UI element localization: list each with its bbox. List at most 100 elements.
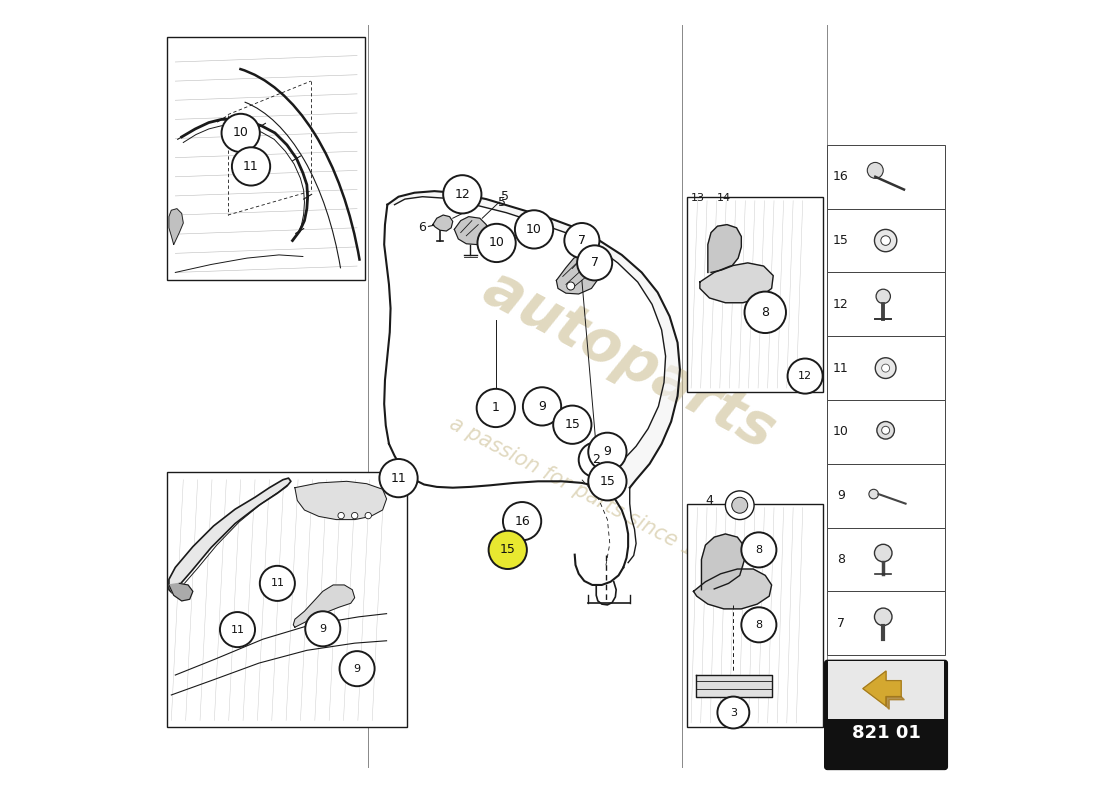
Text: a passion for parts since 1985: a passion for parts since 1985 [447,413,734,578]
Text: 9: 9 [604,446,612,458]
Text: 15: 15 [564,418,581,431]
Circle shape [338,513,344,518]
Text: 11: 11 [271,578,284,588]
Text: 4: 4 [705,494,714,507]
Circle shape [877,422,894,439]
Polygon shape [557,254,601,294]
Polygon shape [708,225,741,273]
Circle shape [788,358,823,394]
FancyBboxPatch shape [828,662,944,719]
Text: 9: 9 [538,400,546,413]
Text: 11: 11 [833,362,849,374]
Circle shape [874,230,896,252]
Text: 11: 11 [390,472,406,485]
Circle shape [881,236,890,246]
Circle shape [553,406,592,444]
Circle shape [503,502,541,540]
Circle shape [725,491,755,519]
Polygon shape [693,569,771,609]
FancyBboxPatch shape [827,336,945,400]
Polygon shape [432,215,453,231]
Text: 16: 16 [514,514,530,528]
Text: 10: 10 [526,223,542,236]
Circle shape [352,513,358,518]
Circle shape [717,697,749,729]
Text: 10: 10 [833,426,849,438]
Circle shape [579,442,614,478]
Text: 14: 14 [717,193,730,202]
Text: 11: 11 [243,160,258,173]
FancyBboxPatch shape [827,400,945,464]
FancyBboxPatch shape [688,197,823,392]
Polygon shape [169,209,184,245]
Text: 6: 6 [418,221,426,234]
Circle shape [566,282,574,290]
Circle shape [578,246,613,281]
Circle shape [745,291,786,333]
Text: 10: 10 [233,126,249,139]
Circle shape [869,490,879,499]
Polygon shape [700,263,773,302]
Text: 9: 9 [319,624,327,634]
Polygon shape [169,478,290,593]
Circle shape [443,175,482,214]
Text: 8: 8 [837,553,845,566]
Circle shape [522,218,546,241]
Circle shape [477,224,516,262]
Circle shape [365,513,372,518]
Circle shape [741,607,777,642]
Circle shape [874,608,892,626]
Circle shape [220,612,255,647]
Circle shape [306,611,340,646]
FancyBboxPatch shape [827,145,945,209]
Circle shape [588,462,627,501]
Circle shape [881,364,890,372]
Circle shape [588,433,627,471]
Circle shape [515,210,553,249]
Text: 12: 12 [833,298,849,311]
Circle shape [221,114,260,152]
Text: 15: 15 [600,475,615,488]
Circle shape [488,530,527,569]
Circle shape [741,532,777,567]
Circle shape [528,224,540,235]
Text: 5: 5 [498,196,506,209]
Circle shape [874,544,892,562]
Circle shape [583,259,591,267]
Polygon shape [702,534,745,590]
Text: 8: 8 [756,545,762,555]
Text: 13: 13 [691,193,705,202]
FancyBboxPatch shape [167,472,407,727]
FancyBboxPatch shape [827,209,945,273]
Text: autoparts: autoparts [474,259,785,461]
Circle shape [732,498,748,514]
Text: 8: 8 [756,620,762,630]
Circle shape [876,289,890,303]
FancyBboxPatch shape [827,273,945,336]
Circle shape [340,651,375,686]
Polygon shape [169,583,192,601]
Text: 10: 10 [488,237,505,250]
Text: 12: 12 [798,371,812,381]
Text: 7: 7 [591,256,598,270]
Text: 3: 3 [730,707,737,718]
Circle shape [564,223,600,258]
Text: 11: 11 [231,625,244,634]
Text: 1: 1 [492,402,499,414]
Circle shape [232,147,271,186]
Polygon shape [295,482,386,519]
Circle shape [476,389,515,427]
FancyBboxPatch shape [688,504,823,727]
Text: 15: 15 [499,543,516,556]
Polygon shape [454,217,487,245]
Text: 12: 12 [454,188,470,201]
Circle shape [491,238,502,249]
Circle shape [522,387,561,426]
Polygon shape [294,585,354,627]
FancyBboxPatch shape [167,38,365,281]
Polygon shape [862,671,901,706]
Circle shape [881,426,890,434]
Text: 7: 7 [578,234,586,247]
Text: 7: 7 [837,617,845,630]
FancyBboxPatch shape [825,661,947,769]
